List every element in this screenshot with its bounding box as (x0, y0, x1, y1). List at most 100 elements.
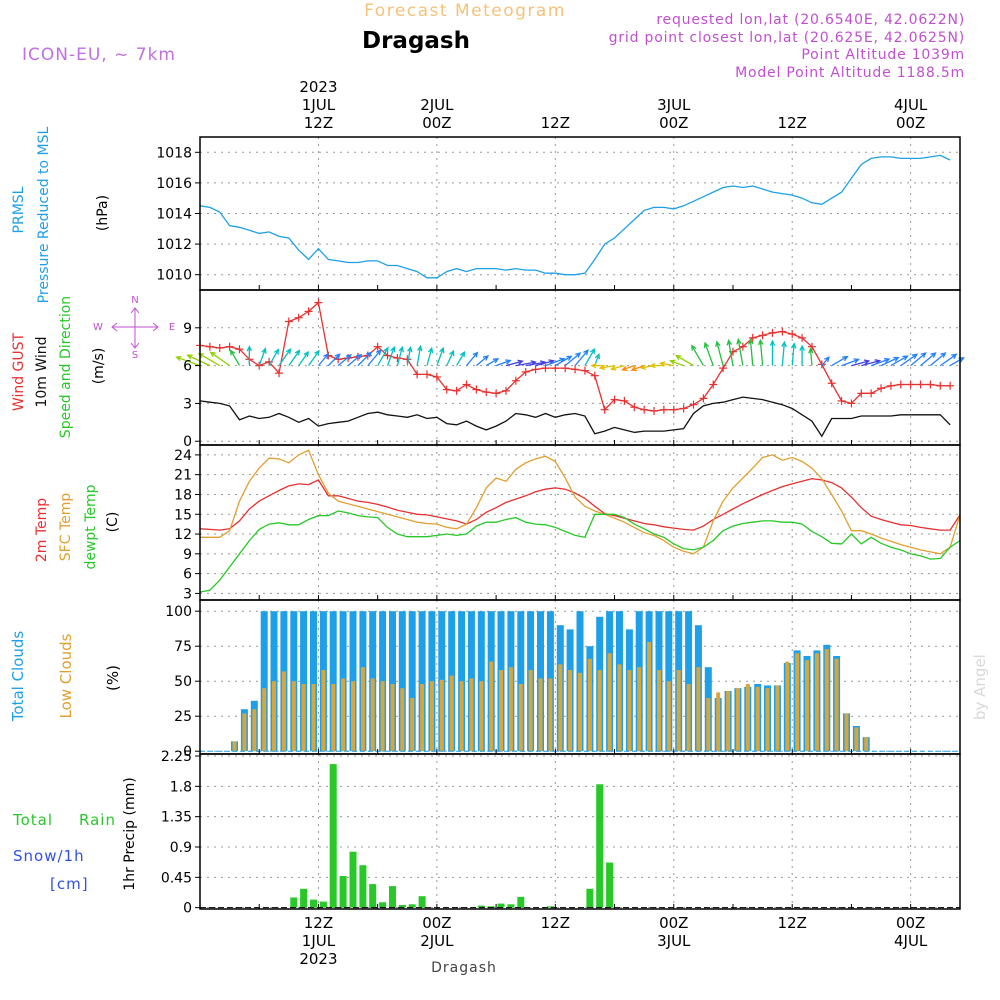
precip-label-total: Total (12, 811, 53, 829)
low-cloud-bar (607, 653, 612, 752)
wind-arrow-head (589, 347, 596, 355)
wind-gust-marker (926, 380, 935, 389)
wind-arrow-head (703, 341, 710, 349)
footer-location: Dragash (431, 960, 497, 976)
wind-direction-arrow (327, 353, 341, 367)
wind-arrow-head (334, 353, 341, 360)
wind-label-speed-direction: Speed and Direction (58, 296, 74, 438)
wind-arrow-shaft (821, 356, 830, 367)
wind-arrow-head (757, 338, 764, 346)
top-time-label: 12Z (778, 114, 807, 132)
wind-arrow-head (209, 351, 216, 358)
wind-arrow-head (356, 353, 363, 360)
wind-gust-marker (531, 365, 540, 374)
wind-direction-arrow (736, 338, 744, 366)
wind-direction-arrow (278, 347, 292, 366)
temp-label-dewpt: dewpt Temp (83, 484, 99, 569)
total-cloud-bar (517, 611, 525, 752)
low-cloud-bar (291, 681, 296, 752)
wind-arrow-shaft (920, 352, 936, 367)
low-cloud-bar (528, 670, 533, 752)
wind-arrow-shaft (759, 340, 764, 366)
axis-layer: 1010101210141016101803693691215182124025… (156, 136, 961, 917)
wind-direction-arrow (920, 352, 937, 367)
precip-bar (418, 896, 426, 908)
top-time-label: 00Z (659, 114, 688, 132)
wind-gust-marker (501, 386, 510, 395)
wind-gust-marker (235, 345, 244, 354)
wind-arrow-shaft (809, 348, 813, 366)
wind-arrow-head (726, 339, 733, 346)
low-cloud-bar (627, 670, 632, 752)
info-line-model-altitude: Model Point Altitude 1188.5m (735, 65, 965, 81)
wind-arrow-shaft (406, 347, 412, 366)
bottom-time-label: 2JUL (420, 932, 454, 950)
wind-arrow-shaft (485, 358, 499, 367)
wind-direction-arrow (757, 338, 764, 366)
compass-north: N (131, 295, 138, 306)
precip-bar (300, 888, 308, 908)
y-tick-label: 9 (183, 547, 192, 563)
wind-arrow-shaft (210, 351, 230, 367)
temp-dewpt-line (199, 510, 961, 593)
wind-arrow-head (261, 347, 267, 354)
wind-arrow-shaft (176, 356, 201, 367)
wind-direction-arrow (574, 349, 589, 367)
precip-axis-label: 1hr Precip (mm) (122, 777, 138, 890)
wind-gust-marker (768, 328, 777, 337)
wind-gust-marker (817, 360, 826, 369)
precip-bar (586, 888, 594, 908)
wind-direction-arrow (703, 341, 714, 366)
wind-direction-arrow (748, 338, 754, 366)
wind-arrow-shaft (298, 351, 309, 366)
wind-direction-arrow (851, 359, 871, 367)
wind-direction-arrow (456, 350, 466, 366)
wind-arrow-shaft (386, 347, 395, 366)
wind-arrow-head (375, 349, 382, 356)
wind-arrow-head (736, 338, 742, 345)
wind-arrow-shaft (554, 355, 572, 367)
low-cloud-bar (351, 681, 355, 752)
wind-direction-arrow (841, 358, 860, 367)
wind-arrow-head (791, 342, 797, 349)
wind-arrow-head (951, 353, 958, 360)
wind-arrow-head (566, 355, 573, 361)
wind-arrow-shaft (611, 364, 625, 370)
low-cloud-bar (755, 686, 760, 752)
wind-direction-arrow (416, 344, 423, 366)
wind-10m-line (199, 396, 951, 438)
bottom-time-label: 12Z (541, 914, 570, 932)
wind-direction-arrow (317, 352, 330, 367)
wind-arrow-shaft (737, 339, 744, 366)
wind-gust-marker (462, 380, 471, 389)
wind-direction-arrow (870, 357, 891, 367)
wind-arrow-shaft (851, 360, 869, 367)
wind-direction-arrow (584, 347, 596, 366)
wind-arrow-shaft (308, 350, 320, 366)
precip-bar (487, 906, 495, 908)
wind-arrow-head (902, 355, 909, 361)
y-tick-label: 0.45 (161, 870, 192, 886)
y-tick-label: 25 (174, 709, 192, 725)
low-cloud-bar (844, 713, 849, 752)
temp-label-sfc: SFC Temp (58, 493, 74, 562)
wind-arrow-shaft (377, 347, 389, 366)
wind-gust-marker (314, 298, 323, 307)
low-cloud-bar (558, 664, 563, 752)
wind-direction-arrow (799, 344, 805, 366)
precip-bar (517, 896, 525, 908)
wind-arrow-shaft (929, 352, 946, 367)
wind-direction-arrow (621, 364, 635, 372)
wind-arrow-shaft (258, 348, 266, 366)
wind-direction-arrow (175, 355, 201, 367)
wind-direction-arrow (630, 364, 645, 372)
wind-arrow-shaft (495, 359, 511, 367)
total-cloud-bar (418, 611, 426, 752)
wind-direction-arrow (426, 346, 434, 366)
wind-arrow-head (842, 355, 849, 362)
low-cloud-bar (380, 681, 385, 752)
total-cloud-bar (408, 611, 416, 752)
chart-title: Forecast Meteogram (364, 1, 566, 21)
wind-arrow-head (175, 355, 182, 362)
